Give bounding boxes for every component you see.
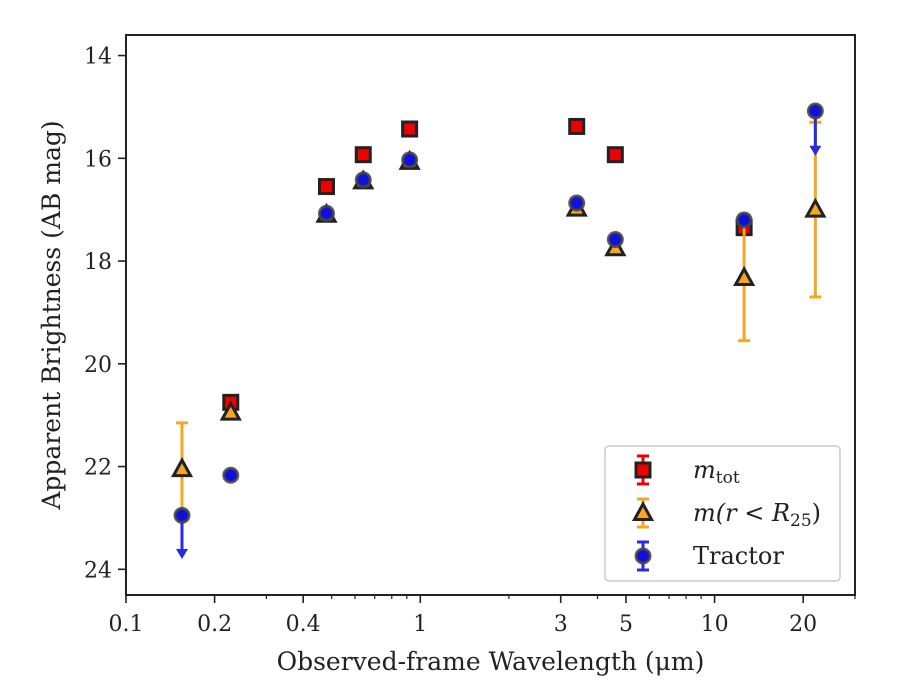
y-axis-label: Apparent Brightness (AB mag) — [37, 120, 66, 510]
data-point-circle — [222, 466, 240, 484]
y-tick-label: 18 — [84, 250, 112, 275]
x-tick-label: 0.2 — [197, 612, 232, 637]
marks-layer — [170, 102, 827, 560]
data-point-square — [568, 117, 586, 135]
data-point-triangle — [804, 197, 827, 218]
x-tick-label: 0.4 — [286, 612, 321, 637]
ticks-layer: 0.1 0.2 0.4 1 3 5 10 20 14 16 18 20 22 24 — [84, 45, 856, 637]
data-point-triangle — [219, 400, 242, 421]
x-tick-label: 20 — [789, 612, 817, 637]
x-tick-label: 10 — [701, 612, 729, 637]
legend-marker-square — [634, 461, 652, 479]
upper-limit-arrow — [176, 549, 189, 560]
data-point-square — [354, 146, 372, 164]
legend-marker-circle — [634, 547, 652, 565]
data-point-circle — [806, 102, 824, 120]
data-point-circle — [606, 230, 624, 248]
x-tick-label: 3 — [554, 612, 568, 637]
legend-label: Tractor — [693, 542, 784, 570]
data-point-circle — [568, 194, 586, 212]
data-point-circle — [354, 171, 372, 189]
legend-label: mtot — [693, 456, 740, 488]
data-point-circle — [173, 506, 191, 524]
data-point-circle — [401, 151, 419, 169]
x-tick-label: 5 — [619, 612, 633, 637]
y-tick-label: 22 — [84, 456, 112, 481]
y-tick-label: 20 — [84, 353, 112, 378]
x-tick-label: 1 — [413, 612, 427, 637]
data-point-square — [317, 178, 335, 196]
legend-box — [604, 445, 841, 582]
series-circle — [173, 102, 824, 560]
upper-limit-arrow — [809, 145, 822, 156]
legend: mtot m(r < R25) Tractor — [604, 445, 841, 582]
legend-label: m(r < R25) — [693, 499, 821, 531]
x-axis-label: Observed-frame Wavelength (μm) — [277, 647, 705, 676]
y-tick-label: 16 — [84, 147, 112, 172]
data-point-triangle — [733, 265, 756, 286]
data-point-triangle — [170, 457, 194, 478]
data-point-circle — [735, 211, 753, 229]
data-point-square — [401, 120, 419, 138]
legend-marker-triangle — [631, 500, 655, 521]
data-point-square — [606, 146, 624, 164]
plot-frame — [125, 34, 856, 596]
x-tick-label: 0.1 — [109, 612, 144, 637]
y-tick-label: 14 — [84, 45, 112, 70]
data-point-circle — [317, 204, 335, 222]
y-tick-label: 24 — [84, 558, 112, 583]
